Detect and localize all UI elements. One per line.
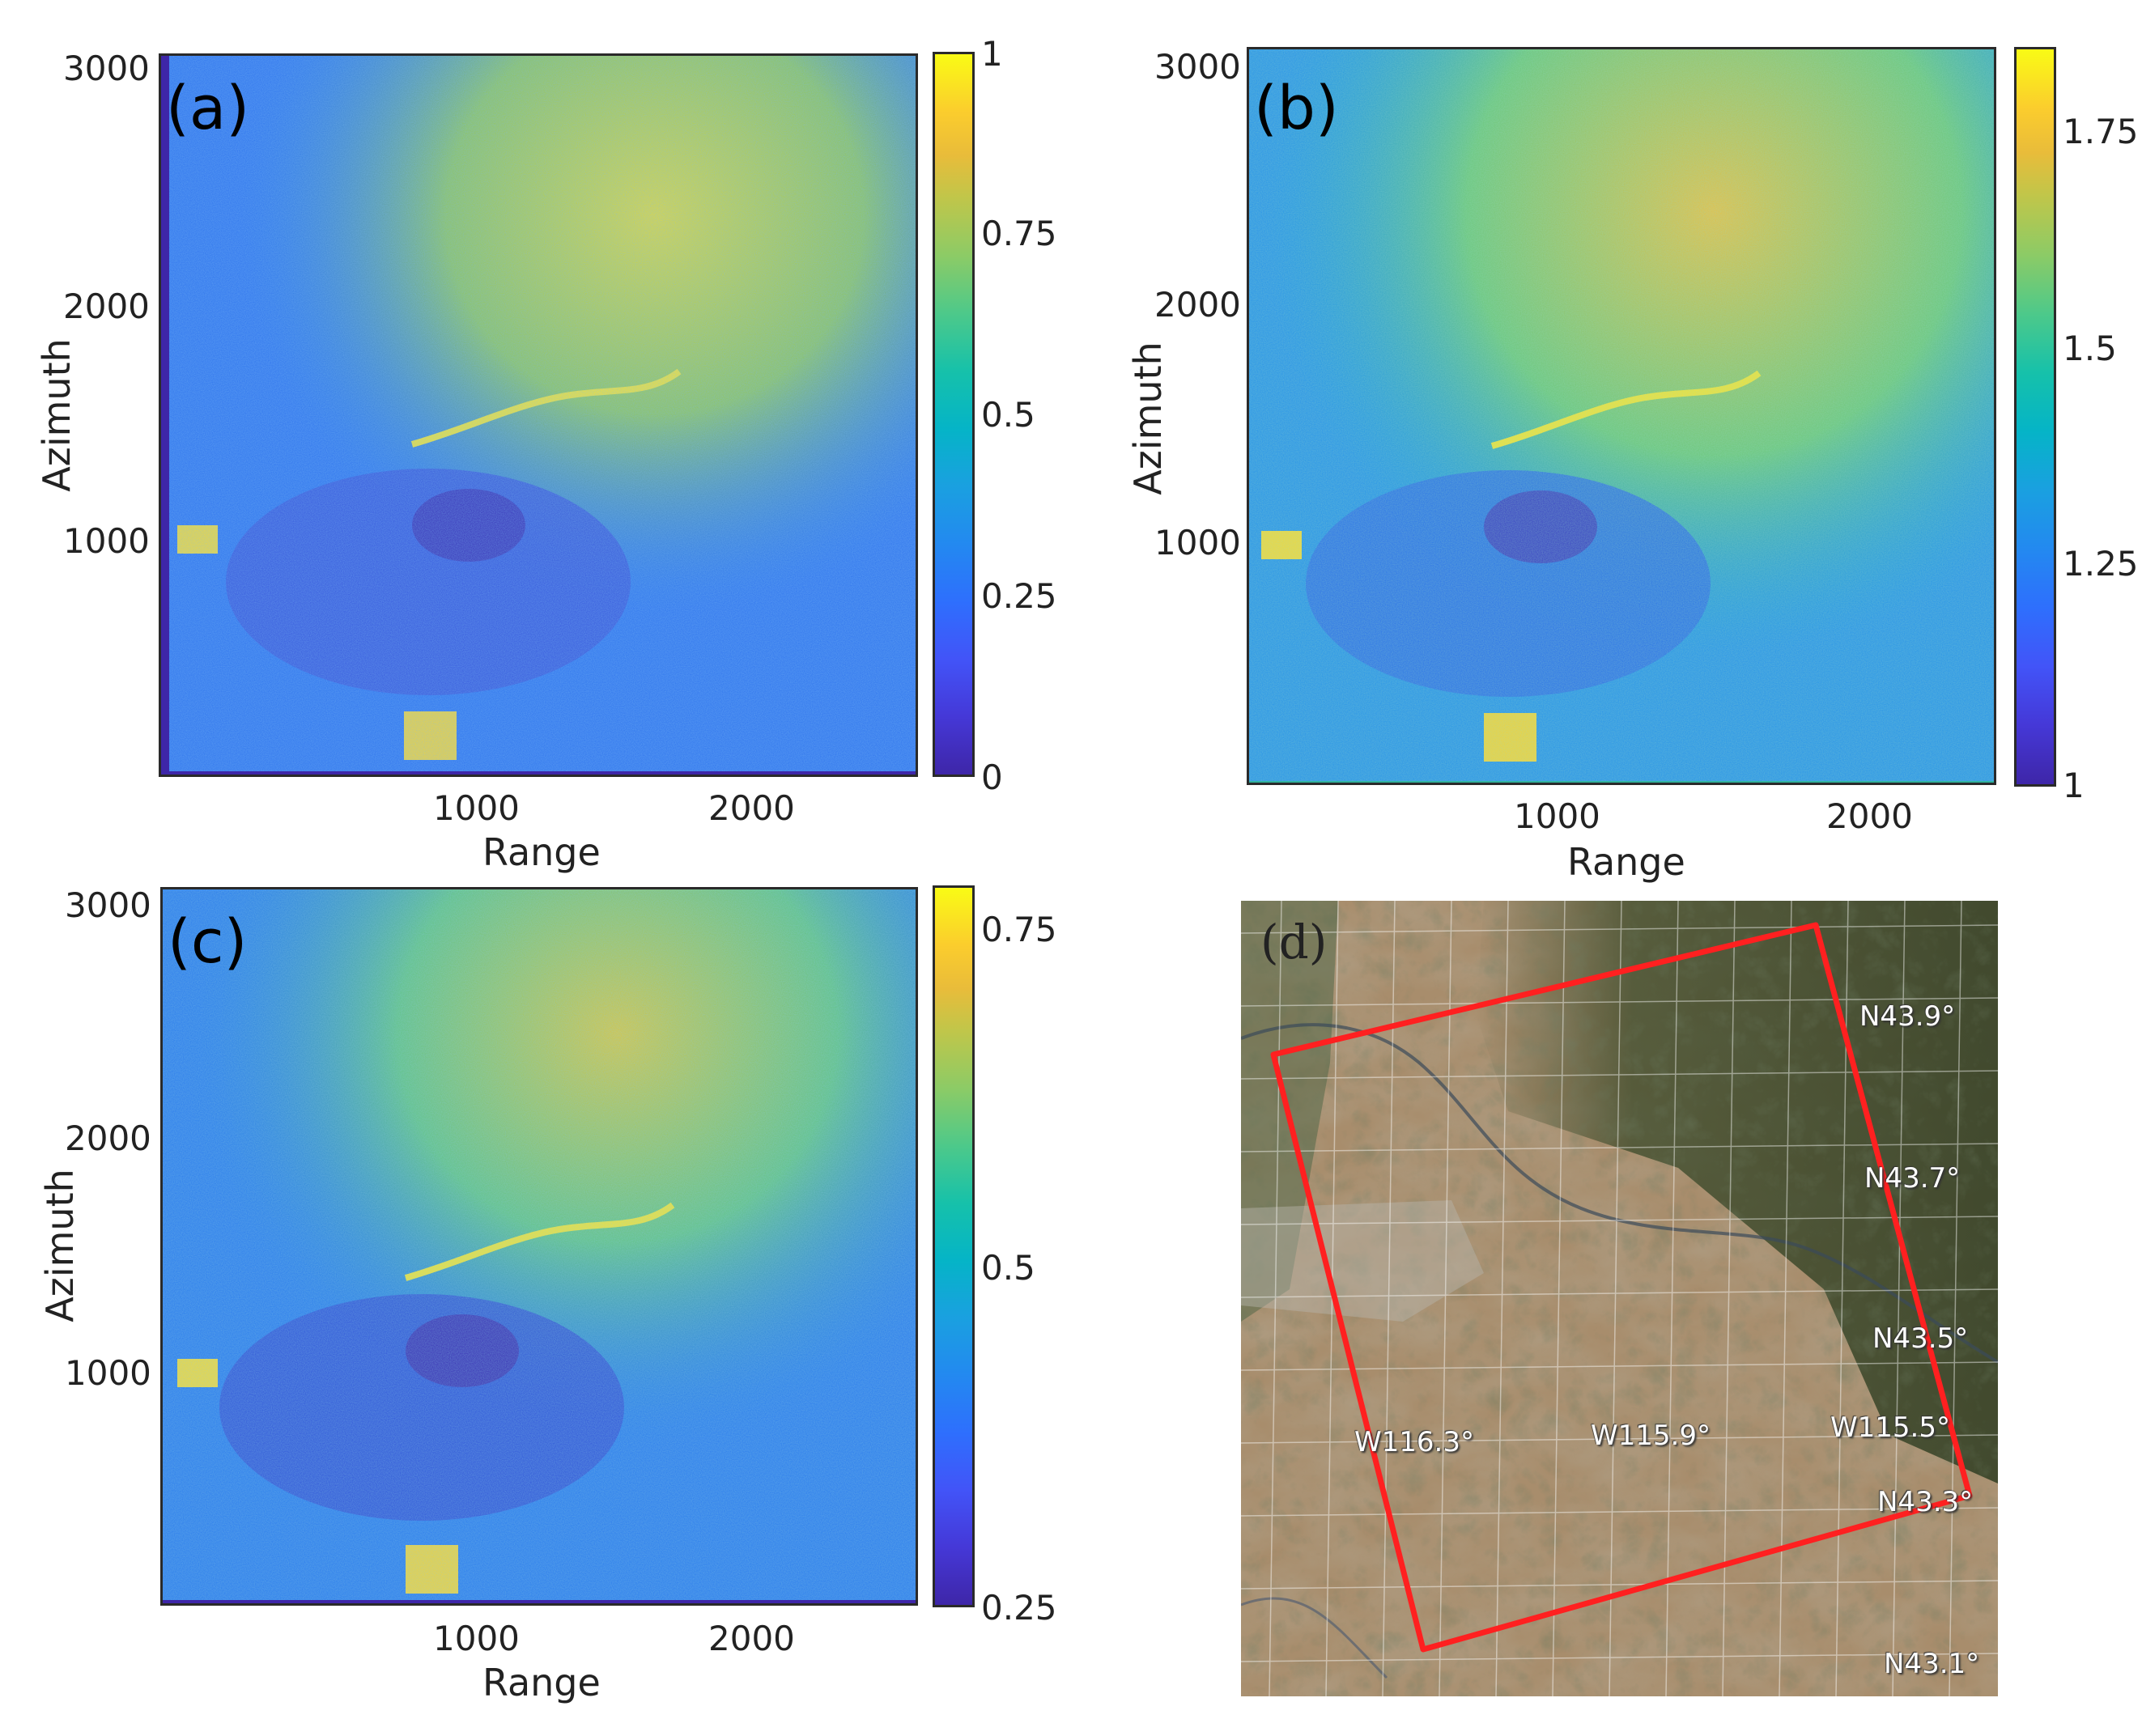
panel-b-xlabel: Range	[1567, 840, 1685, 884]
panel-c-xlabel: Range	[482, 1661, 601, 1704]
panel-b-cbar-tick-15: 1.5	[2063, 329, 2117, 368]
panel-b-image: (b)	[1247, 47, 1996, 785]
lat-label-43-3: N43.3°	[1877, 1486, 1974, 1518]
panel-c-cbar-tick-05: 0.5	[981, 1248, 1035, 1288]
lat-label-43-7: N43.7°	[1864, 1162, 1961, 1195]
panel-a-cbar-tick-075: 0.75	[981, 214, 1057, 253]
lon-label-116-3: W116.3°	[1354, 1426, 1474, 1458]
panel-a-cbar-tick-05: 0.5	[981, 395, 1035, 435]
panel-a-xtick-2000: 2000	[708, 788, 795, 828]
panel-c-xtick-1000: 1000	[433, 1619, 520, 1658]
panel-a-xtick-1000: 1000	[433, 788, 520, 828]
panel-d-label: (d)	[1260, 915, 1328, 970]
panel-c-image: (c)	[160, 887, 918, 1606]
panel-c-cbar-tick-025: 0.25	[981, 1588, 1057, 1628]
panel-c-ylabel: Azimuth	[38, 1169, 82, 1322]
panel-c-colorbar	[933, 885, 975, 1607]
panel-c-ytick-2000: 2000	[65, 1118, 151, 1158]
panel-c-xtick-2000: 2000	[708, 1619, 795, 1658]
panel-a-cbar-tick-1: 1	[981, 34, 1003, 74]
panel-a-ytick-1000: 1000	[63, 521, 150, 561]
lat-label-43-9: N43.9°	[1859, 1000, 1956, 1033]
panel-a-cbar-tick-0: 0	[981, 758, 1003, 797]
panel-b-xtick-2000: 2000	[1826, 796, 1913, 836]
satellite-map: (d) N43.9° N43.7° N43.5° N43.3° N43.1° W…	[1241, 901, 1998, 1696]
lon-label-115-9: W115.9°	[1591, 1420, 1711, 1452]
panel-b-colorbar	[2014, 47, 2056, 787]
panel-c-label: (c)	[168, 907, 248, 977]
panel-b-cbar-tick-175: 1.75	[2063, 112, 2139, 151]
panel-a-colorbar	[933, 52, 975, 777]
panel-b-ylabel: Azimuth	[1126, 342, 1170, 495]
panel-c-ytick-1000: 1000	[65, 1353, 151, 1393]
panel-a-xlabel: Range	[482, 830, 601, 874]
panel-a-ytick-2000: 2000	[63, 287, 150, 326]
panel-b-ytick-2000: 2000	[1154, 285, 1241, 325]
panel-b-cbar-tick-125: 1.25	[2063, 544, 2139, 584]
sar-footprint-outline	[1270, 922, 1973, 1653]
lat-label-43-1: N43.1°	[1884, 1648, 1980, 1680]
panel-b-cbar-tick-1: 1	[2063, 766, 2085, 805]
panel-a-image: (a)	[159, 53, 918, 777]
lon-label-115-5: W115.5°	[1830, 1411, 1950, 1444]
lat-label-43-5: N43.5°	[1872, 1322, 1969, 1355]
panel-a-ytick-3000: 3000	[63, 49, 150, 88]
panel-a-label: (a)	[166, 74, 250, 143]
panel-b-label: (b)	[1254, 74, 1339, 143]
panel-a-cbar-tick-025: 0.25	[981, 576, 1057, 616]
panel-b-ytick-3000: 3000	[1154, 47, 1241, 87]
panel-c-ytick-3000: 3000	[65, 885, 151, 925]
panel-b-xtick-1000: 1000	[1514, 796, 1600, 836]
panel-c-cbar-tick-075: 0.75	[981, 910, 1057, 949]
panel-a-ylabel: Azimuth	[35, 338, 79, 492]
panel-b-ytick-1000: 1000	[1154, 523, 1241, 562]
satellite-map-graphic	[1241, 901, 1998, 1696]
